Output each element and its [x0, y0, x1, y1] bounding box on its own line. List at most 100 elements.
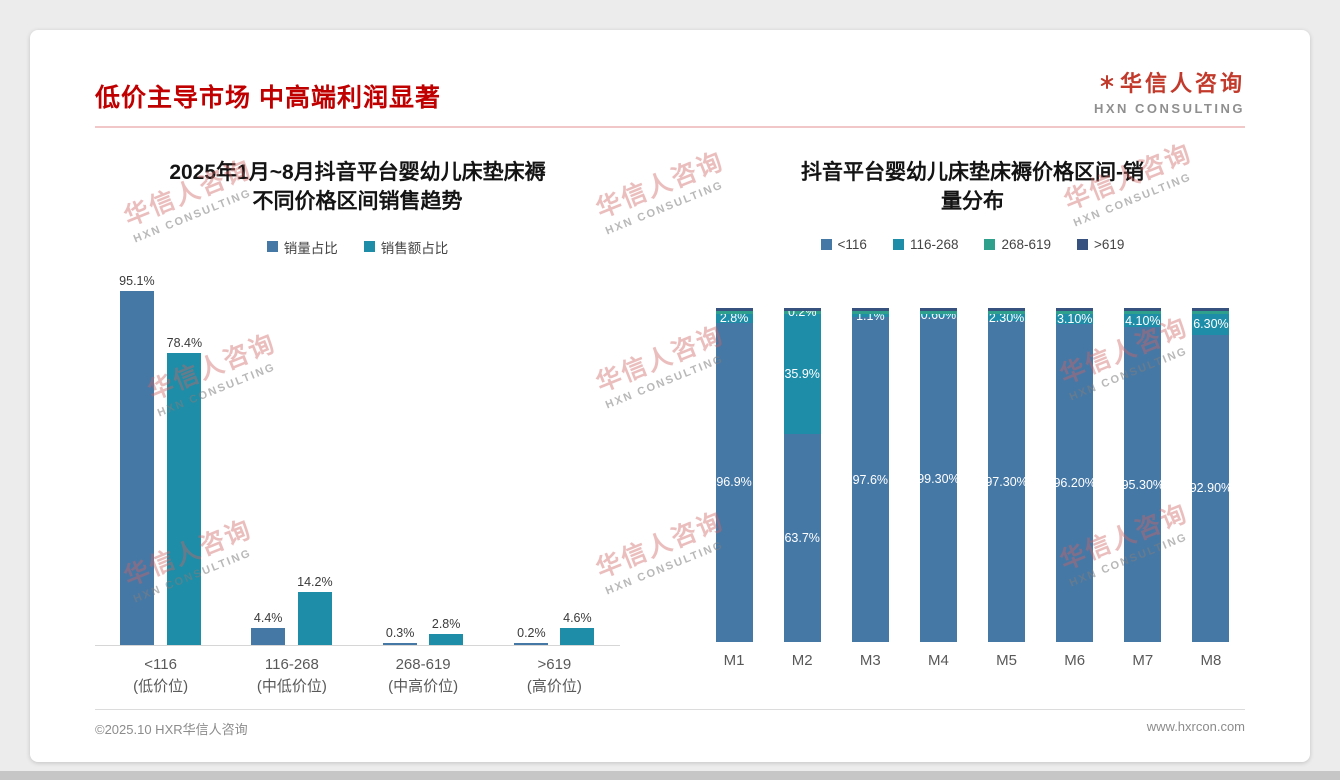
left-chart-title-line2: 不同价格区间销售趋势: [252, 190, 463, 214]
bar: [383, 642, 418, 645]
bar-segment: [783, 307, 821, 311]
segment-value-label: 96.9%: [716, 475, 752, 490]
segment-value-label: 3.10%: [1056, 311, 1093, 326]
footer-copyright: ©2025.10 HXR华信人咨询: [95, 722, 248, 737]
left-chart-title: 2025年1月~8月抖音平台婴幼儿床垫床褥 不同价格区间销售趋势: [95, 158, 620, 217]
page-title: 低价主导市场 中高端利润显著: [95, 84, 441, 112]
segment-value-label: 2.30%: [988, 310, 1025, 325]
bar-column: 2.8%: [429, 273, 464, 645]
legend-swatch: [984, 238, 996, 250]
bar-segment: [1056, 307, 1094, 311]
legend-item: 销售额占比: [363, 237, 448, 257]
bar-segment: 35.9%: [783, 313, 821, 434]
bar: [514, 642, 549, 645]
month-label: M2: [791, 651, 813, 669]
bar-segment: 96.9%: [715, 323, 753, 642]
legend-label: 268-619: [1001, 236, 1052, 252]
left-chart-categories: <116 (低价位) 116-268 (中低价位) 268-619 (中高价位) >619 (…: [95, 654, 620, 698]
segment-value-label: 4.10%: [1125, 313, 1161, 328]
chart-price-band-sales-trend: 2025年1月~8月抖音平台婴幼儿床垫床褥 不同价格区间销售趋势 销量占比 销售额…: [95, 158, 620, 697]
left-chart-legend: 销量占比 销售额占比: [95, 237, 620, 257]
bar-column: 78.4%: [167, 273, 202, 645]
bar-segment: [851, 310, 889, 314]
bar-segment: [1192, 307, 1230, 311]
bar-group: 95.1% 78.4%: [119, 273, 202, 645]
bar: [119, 291, 154, 645]
category-label-sub: (中高价位): [388, 677, 459, 695]
category-label: <116 (低价位): [95, 654, 226, 698]
charts-row: 2025年1月~8月抖音平台婴幼儿床垫床褥 不同价格区间销售趋势 销量占比 销售额…: [95, 158, 1245, 697]
bar-column: 4.6%: [560, 273, 595, 645]
right-chart-title-line1: 抖音平台婴幼儿床垫床褥价格区间-销: [801, 161, 1144, 184]
right-chart-plot: 96.9% 2.8% 63.7% 35.9% 0.2% 97.6% 1.1% 99.30% 0.…: [700, 305, 1245, 642]
bar-value-label: 4.6%: [563, 610, 592, 625]
page-bottom-edge: [0, 771, 1340, 780]
legend-swatch: [1077, 238, 1089, 250]
bar-segment: [715, 310, 753, 314]
category-label-main: 116-268: [264, 655, 319, 673]
bar: [297, 591, 332, 645]
legend-label: 116-268: [909, 236, 959, 252]
right-chart-legend: <116 116-268 268-619 >619: [700, 237, 1245, 252]
month-label: M3: [859, 651, 881, 669]
stacked-bar: 92.90% 6.30%: [1189, 307, 1233, 642]
right-chart-month-labels: M1 M2 M3 M4 M5 M6 M7 M8: [700, 652, 1245, 669]
segment-value-label: 6.30%: [1193, 317, 1229, 332]
bar-segment: [851, 307, 889, 311]
bar-segment: 2.30%: [988, 310, 1026, 325]
stacked-bar-cell: 92.90% 6.30%: [1177, 307, 1245, 642]
bar-group: 4.4% 14.2%: [251, 273, 333, 645]
stacked-bar-cell: 96.9% 2.8%: [700, 307, 768, 642]
slide-card: 低价主导市场 中高端利润显著 华信人咨询 HXN CONSULTING 2025…: [30, 30, 1310, 762]
legend-item: 销量占比: [266, 237, 338, 257]
bar-segment: [919, 307, 957, 311]
month-label: M7: [1132, 651, 1154, 669]
slide-footer: ©2025.10 HXR华信人咨询 www.hxrcon.com: [95, 709, 1245, 738]
bar-segment: [919, 310, 957, 314]
bar-segment: 96.20%: [1053, 324, 1096, 642]
legend-swatch: [363, 241, 375, 253]
segment-value-label: 92.90%: [1189, 481, 1233, 496]
bar: [560, 627, 595, 645]
bar-column: 95.1%: [119, 273, 155, 645]
bar-segment: [1124, 307, 1162, 311]
legend-label: >619: [1094, 236, 1125, 252]
stacked-bar: 99.30% 0.60%: [917, 307, 960, 642]
category-label: 116-268 (中低价位): [226, 654, 357, 698]
bar-segment: 6.30%: [1192, 313, 1230, 335]
bar-group: 0.2% 4.6%: [514, 273, 595, 645]
segment-value-label: 99.30%: [917, 472, 960, 487]
legend-item: 116-268: [892, 236, 959, 252]
stacked-bar: 95.30% 4.10%: [1122, 307, 1164, 642]
segment-value-label: 97.30%: [985, 474, 1028, 489]
bar-segment: 97.30%: [985, 321, 1028, 642]
bar-segment: 99.30%: [917, 316, 960, 642]
stacked-bar-cell: 97.30% 2.30%: [973, 307, 1041, 642]
bar-group: 0.3% 2.8%: [383, 273, 464, 645]
bar-value-label: 78.4%: [166, 336, 203, 351]
bar-segment: 0.2%: [783, 305, 821, 319]
month-label: M6: [1064, 651, 1086, 669]
month-label: M1: [723, 651, 745, 669]
bar-value-label: 4.4%: [253, 611, 283, 626]
month-label: M8: [1200, 651, 1222, 669]
stacked-bar-cell: 96.20% 3.10%: [1041, 307, 1109, 642]
bar-column: 0.3%: [383, 273, 418, 645]
bar: [429, 634, 464, 645]
bar-group-cell: 4.4% 14.2%: [226, 273, 357, 645]
segment-value-label: 63.7%: [784, 530, 820, 545]
category-label-main: 268-619: [395, 655, 451, 673]
chart-price-band-volume-distribution: 抖音平台婴幼儿床垫床褥价格区间-销 量分布 <116 116-268 268-619…: [700, 158, 1245, 697]
month-label: M5: [996, 651, 1017, 669]
legend-label: <116: [837, 236, 867, 252]
bar-column: 14.2%: [297, 273, 333, 645]
bar-value-label: 14.2%: [297, 574, 333, 589]
company-logo: 华信人咨询 HXN CONSULTING: [1094, 66, 1245, 116]
bar-value-label: 0.3%: [385, 625, 415, 640]
stacked-bar: 63.7% 35.9% 0.2%: [783, 305, 821, 642]
bar-group-cell: 95.1% 78.4%: [95, 273, 226, 645]
segment-value-label: 35.9%: [784, 366, 820, 381]
bar-segment: [1056, 310, 1094, 314]
bar-segment: 3.10%: [1056, 311, 1094, 326]
logo-name-row: 华信人咨询: [1094, 66, 1245, 98]
